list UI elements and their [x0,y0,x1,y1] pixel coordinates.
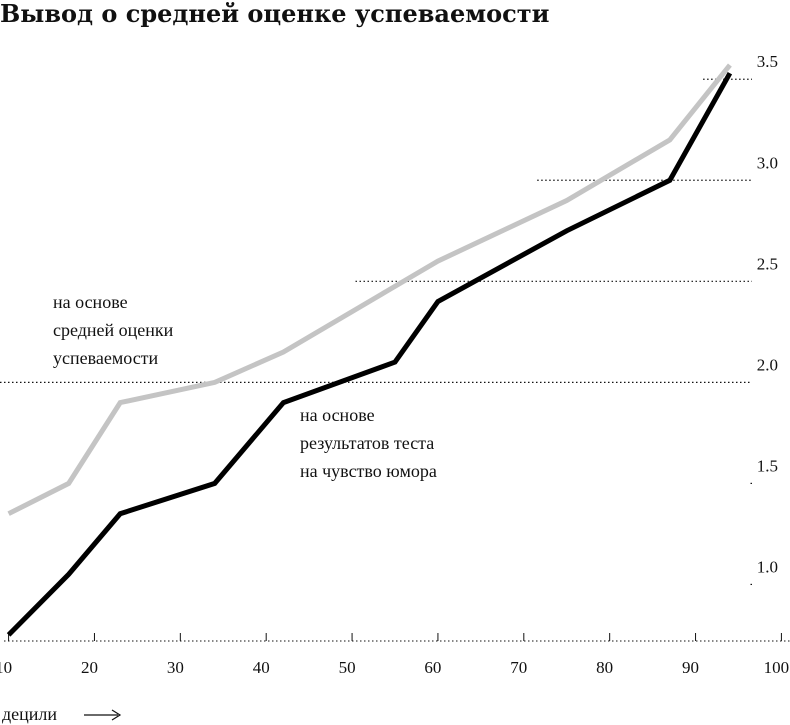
y-tick-label: 3.5 [757,52,778,71]
y-tick-label: 1.5 [757,456,778,475]
x-tick-label: 60 [424,658,441,677]
x-tick-label: 100 [764,658,790,677]
x-tick-label: 50 [339,658,356,677]
x-axis-label: децили [2,704,57,724]
y-ticks: 1.0 1.5 2.0 2.5 3.0 3.5 [757,52,778,576]
series-line-1 [7,63,732,516]
y-tick-label: 2.0 [757,355,778,374]
x-tick-label: 80 [596,658,613,677]
x-tick-label: 70 [510,658,527,677]
x-axis-arrow-icon [84,709,122,721]
series-annotation-1: на основе средней оценки успеваемости [53,292,174,368]
series-line-2 [6,71,733,637]
x-tick-label: 30 [167,658,184,677]
y-tick-label: 1.0 [757,557,778,576]
y-tick-label: 3.0 [757,153,778,172]
series-annotation-2: на основе результатов теста на чувство юмо… [300,405,437,481]
x-ticks: 10 20 30 40 50 60 70 80 90 100 [0,633,789,677]
x-tick-label: 10 [0,658,12,677]
annotations: на основе средней оценки успеваемости на ос… [53,292,437,481]
y-tick-label: 2.5 [757,254,778,273]
series-lines [6,63,733,637]
x-tick-label: 20 [81,658,98,677]
x-tick-label: 40 [253,658,270,677]
x-tick-label: 90 [682,658,699,677]
chart-title: Вывод о средней оценке успеваемости [0,0,549,28]
